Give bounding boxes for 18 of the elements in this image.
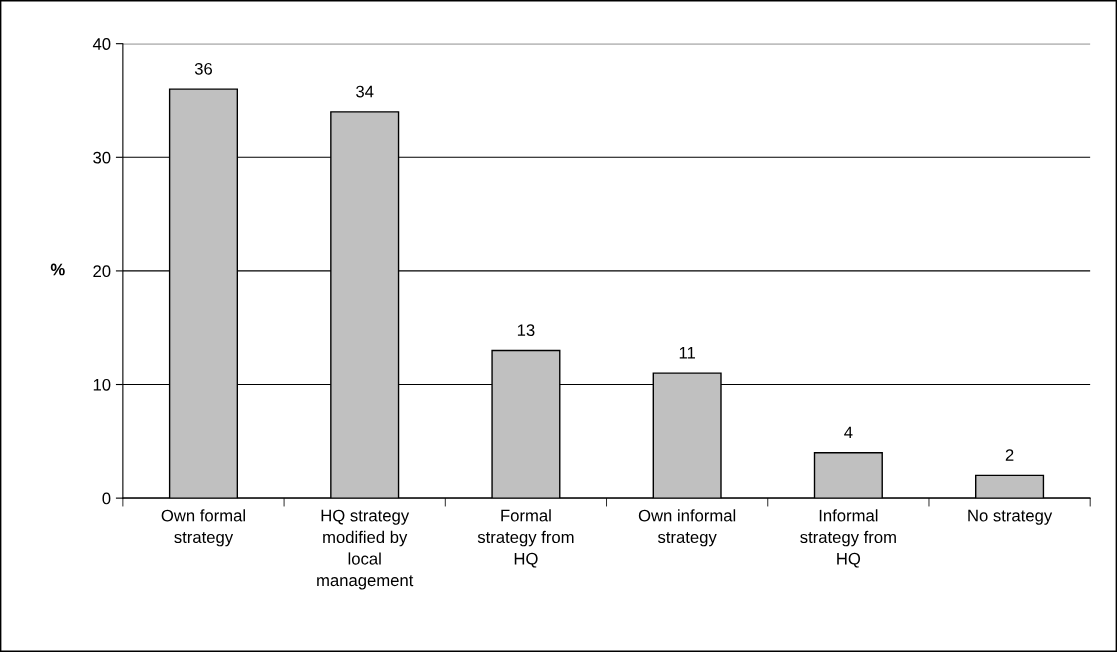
y-axis-title: % (50, 263, 65, 276)
x-tick-label: No strategy (968, 509, 1053, 525)
y-tick-label: 30 (93, 151, 111, 164)
data-label: 4 (844, 426, 853, 439)
x-tick-label: Formal strategy from HQ (477, 509, 574, 568)
y-tick-label: 0 (102, 492, 111, 505)
x-tick-label: HQ strategy modified by local management (317, 509, 414, 590)
data-label: 11 (679, 347, 695, 359)
y-tick-label: 40 (92, 38, 111, 50)
data-label: 34 (356, 85, 374, 98)
x-tick-label: Own formal strategy (161, 509, 245, 547)
x-tick-label: Informal strategy from HQ (800, 509, 896, 568)
data-label: 2 (1005, 449, 1014, 461)
data-label: 36 (194, 62, 213, 75)
x-tick-label: Own informal strategy (638, 509, 736, 547)
data-label: 13 (517, 324, 535, 337)
y-tick-label: 10 (93, 378, 111, 391)
y-tick-label: 20 (93, 265, 111, 278)
